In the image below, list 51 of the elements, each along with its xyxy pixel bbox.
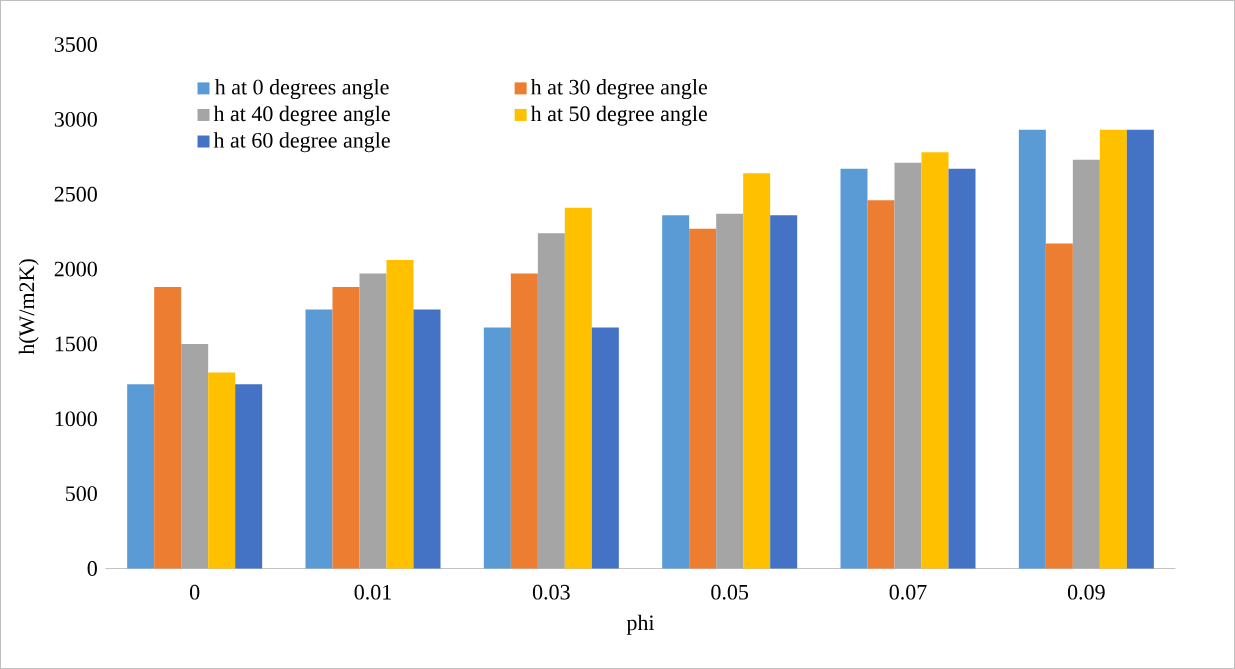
bar	[332, 287, 360, 569]
y-tick-label: 1500	[55, 336, 97, 352]
bar	[386, 260, 414, 569]
bar	[840, 168, 868, 569]
x-tick-label: 0.03	[532, 584, 570, 600]
bar	[689, 228, 717, 569]
legend-label: h at 30 degree angle	[530, 79, 708, 100]
x-tick-label: 0.09	[1067, 584, 1105, 600]
bar	[537, 233, 565, 569]
y-tick-label: 0	[87, 561, 97, 576]
bar	[181, 343, 209, 569]
bar	[591, 327, 619, 569]
y-tick-label: 1000	[55, 411, 97, 427]
x-axis-title: phi	[626, 614, 655, 635]
bar	[1018, 129, 1046, 569]
y-axis-title: h(W/m2K)	[18, 259, 39, 355]
bar	[770, 215, 798, 569]
y-tick-label: 3000	[54, 111, 97, 127]
bar	[359, 273, 387, 569]
bar	[305, 309, 333, 569]
legend-label: h at 0 degrees angle	[214, 79, 389, 100]
bar	[1072, 159, 1100, 569]
bar	[127, 384, 155, 569]
bar	[564, 207, 592, 569]
legend-label: h at 50 degree angle	[530, 105, 708, 126]
bar	[716, 213, 744, 569]
bar	[413, 309, 441, 569]
bar	[208, 372, 236, 569]
bar	[1099, 129, 1127, 569]
bar	[743, 173, 771, 569]
bar	[662, 215, 690, 569]
y-tick-label: 3500	[54, 37, 97, 52]
y-tick-label: 500	[66, 486, 97, 502]
bar	[483, 327, 511, 569]
legend-label: h at 60 degree angle	[213, 132, 390, 153]
legend-label: h at 40 degree angle	[213, 105, 390, 126]
bar	[867, 200, 895, 569]
x-tick-label: 0.05	[711, 584, 749, 600]
bar	[1045, 243, 1073, 569]
bar	[948, 168, 976, 569]
bar	[235, 384, 263, 569]
bar	[154, 287, 182, 569]
y-tick-label: 2500	[54, 186, 97, 202]
bar	[894, 162, 922, 569]
x-tick-label: 0.07	[889, 584, 927, 600]
bar	[921, 152, 949, 569]
x-tick-label: 0	[190, 584, 200, 600]
y-tick-label: 2000	[54, 261, 97, 277]
bar	[1126, 129, 1154, 569]
x-tick-label: 0.01	[354, 584, 391, 600]
bar	[510, 273, 538, 569]
